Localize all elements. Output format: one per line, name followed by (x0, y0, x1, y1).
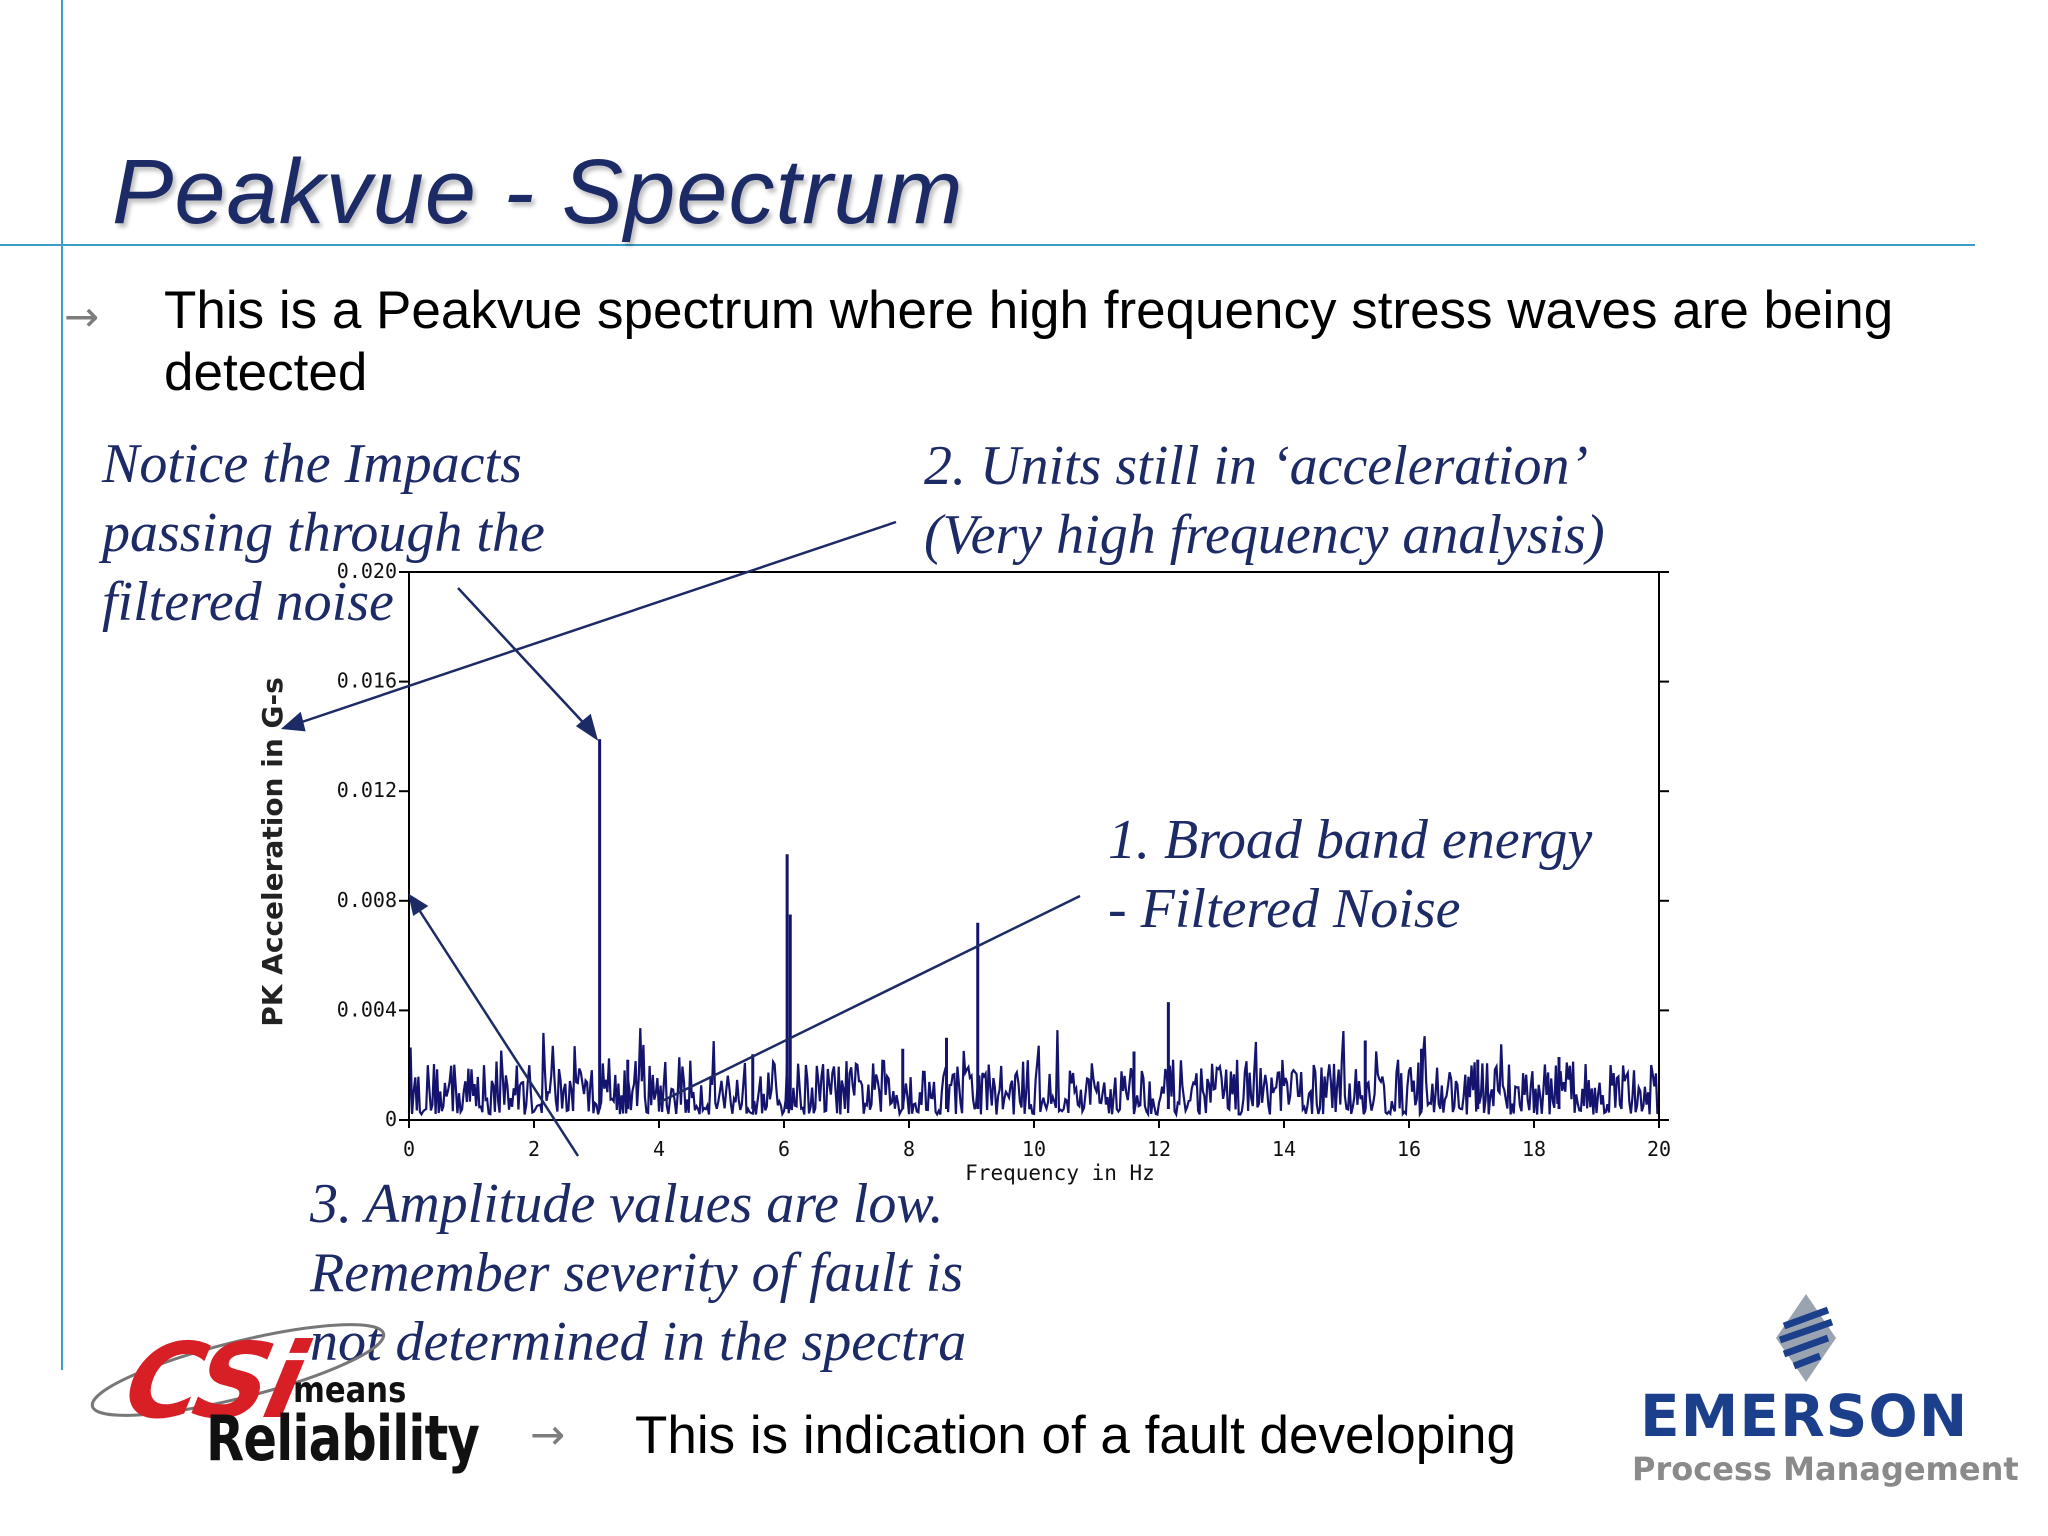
y-tick-label: 0.012 (337, 778, 397, 802)
arrow-units (289, 520, 897, 728)
annotation-line: Notice the Impacts (102, 433, 522, 495)
x-tick-marks (408, 1120, 1660, 1128)
y-tick-marks (399, 571, 1669, 1121)
x-tick-label: 4 (653, 1137, 665, 1161)
y-tick-label: 0.004 (337, 997, 397, 1021)
annotation-line: 3. Amplitude values are low. (310, 1173, 944, 1235)
arrowhead-amplitude (408, 893, 429, 917)
annotation-line: not determined in the spectra (310, 1311, 967, 1373)
title-rule (0, 244, 1975, 246)
x-tick-label: 18 (1522, 1137, 1546, 1161)
arrow-right-icon: → (530, 1410, 566, 1459)
y-tick-label: 0.020 (337, 559, 397, 583)
x-tick-label: 2 (528, 1137, 540, 1161)
left-rule (61, 0, 63, 1370)
x-tick-label: 6 (778, 1137, 790, 1161)
csi-logo: CSi means Reliability (88, 1310, 508, 1490)
csi-swoosh-icon (90, 1323, 386, 1417)
y-axis-label: PK Acceleration in G-s (256, 677, 289, 1027)
annotation-amplitude: 3. Amplitude values are low. Remember se… (310, 1170, 966, 1377)
annotation-impacts: Notice the Impacts passing through the f… (102, 430, 545, 637)
arrow-right-icon: → (64, 292, 100, 341)
annotation-arrows (281, 520, 1081, 1157)
emerson-subtitle: Process Management (1632, 1450, 2019, 1488)
annotation-line: passing through the (102, 502, 545, 564)
annotation-line: filtered noise (102, 571, 394, 633)
x-tick-label: 8 (903, 1137, 915, 1161)
x-tick-label: 16 (1397, 1137, 1421, 1161)
arrowhead-units (281, 711, 306, 732)
bullet-text: This is a Peakvue spectrum where high fr… (164, 281, 1894, 402)
annotation-line: Remember severity of fault is (310, 1242, 964, 1304)
bottom-bullet-text: This is indication of a fault developing (635, 1406, 1516, 1465)
csi-reliability-text: Reliability (206, 1402, 480, 1475)
y-tick-label: 0 (385, 1107, 397, 1131)
annotation-broadband: 1. Broad band energy - Filtered Noise (1108, 806, 1592, 944)
emerson-diamond-icon (1776, 1294, 1836, 1382)
annotation-line: (Very high frequency analysis) (924, 504, 1605, 566)
annotation-line: - Filtered Noise (1108, 878, 1461, 940)
x-tick-label: 20 (1647, 1137, 1671, 1161)
x-tick-label: 0 (403, 1137, 415, 1161)
y-tick-labels: 0 0.004 0.008 0.012 0.016 0.020 (337, 559, 397, 1131)
x-tick-label: 14 (1272, 1137, 1296, 1161)
spectrum-series (407, 739, 1660, 1118)
x-tick-label: 12 (1147, 1137, 1171, 1161)
x-tick-label: 10 (1022, 1137, 1046, 1161)
arrow-impacts (457, 587, 593, 733)
arrowhead-impacts (575, 713, 599, 741)
slide-title: Peakvue - Spectrum (112, 141, 964, 243)
annotation-line: 1. Broad band energy (1108, 809, 1593, 871)
y-tick-label: 0.016 (337, 669, 397, 693)
noise-floor-line (407, 1028, 1660, 1118)
arrow-broadband (659, 894, 1081, 1104)
arrow-amplitude (412, 901, 580, 1157)
annotation-units: 2. Units still in ‘acceleration’ (Very h… (924, 432, 1605, 570)
y-tick-label: 0.008 (337, 888, 397, 912)
csi-means-text: means (293, 1370, 407, 1411)
x-tick-labels: 0 2 4 6 8 10 12 14 16 18 20 (403, 1137, 1671, 1161)
x-axis-label: Frequency in Hz (965, 1161, 1155, 1185)
emerson-logo: EMERSON Process Management (1620, 1290, 2019, 1490)
annotation-line: 2. Units still in ‘acceleration’ (924, 435, 1589, 497)
emerson-name: EMERSON (1640, 1382, 1969, 1450)
